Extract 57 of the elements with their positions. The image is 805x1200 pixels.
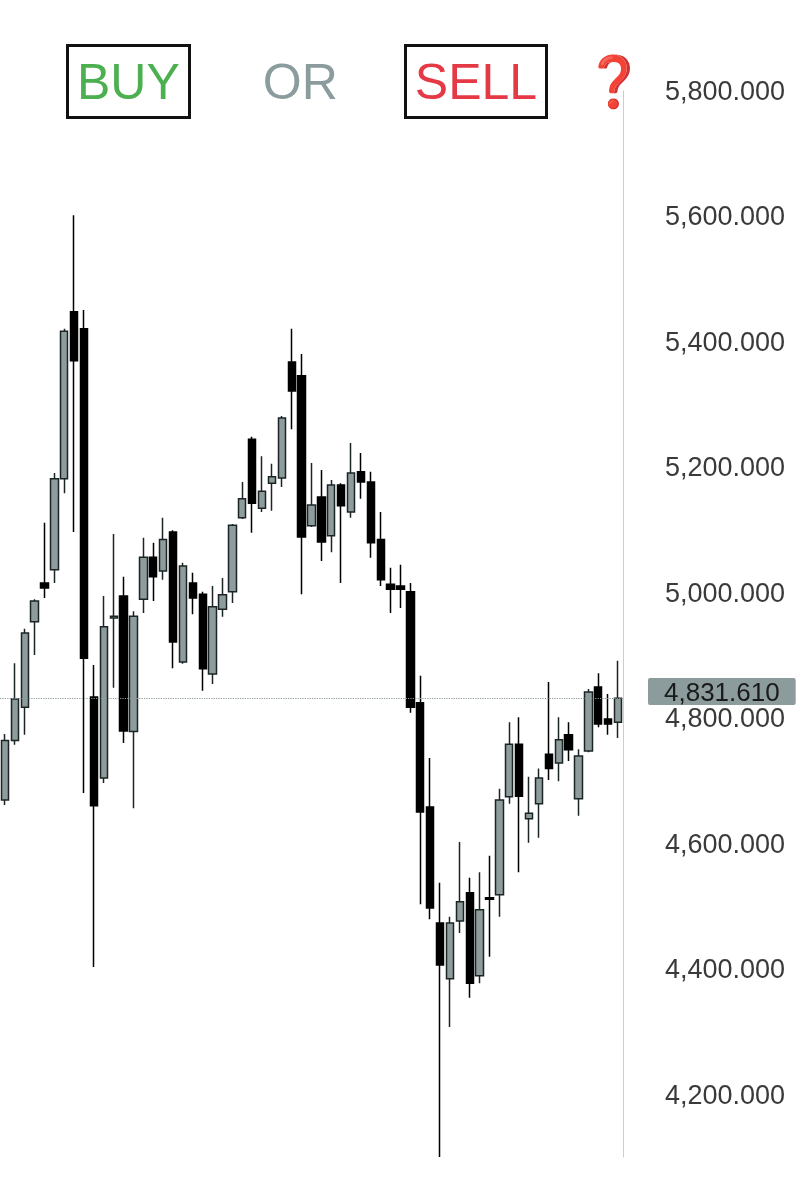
candlestick	[336, 482, 346, 584]
candlestick	[138, 536, 149, 614]
candlestick	[504, 721, 514, 805]
candlestick	[69, 214, 79, 533]
candlestick	[79, 309, 89, 794]
candlestick	[494, 787, 505, 918]
candlestick	[356, 452, 366, 500]
candlestick	[257, 455, 267, 513]
candlestick	[158, 516, 168, 581]
candlestick	[168, 529, 178, 669]
y-tick-label: 4,400.000	[665, 954, 786, 985]
candlestick	[227, 523, 238, 604]
candlestick	[524, 776, 534, 844]
candlestick	[474, 871, 485, 984]
candlestick	[445, 915, 455, 1028]
candlestick	[148, 542, 158, 602]
candlestick	[603, 693, 613, 736]
candlestick	[306, 462, 317, 528]
y-tick-label: 5,000.000	[665, 577, 786, 608]
y-tick-label: 5,400.000	[665, 326, 786, 357]
candlestick	[0, 733, 10, 806]
candlestick	[247, 435, 257, 534]
candlestick	[593, 672, 603, 728]
candlestick	[178, 562, 188, 665]
candlestick	[237, 481, 247, 520]
candlestick	[465, 877, 475, 999]
candlestick	[316, 469, 327, 562]
candlestick	[277, 415, 287, 488]
candlestick	[89, 664, 99, 968]
candlestick	[346, 442, 356, 519]
y-tick-label: 5,600.000	[665, 201, 786, 232]
candlestick	[554, 716, 564, 782]
candlestick	[534, 767, 544, 839]
candlestick	[109, 533, 119, 689]
candlestick	[455, 841, 465, 934]
y-tick-label: 5,800.000	[665, 76, 786, 106]
y-tick-label: 4,200.000	[665, 1079, 786, 1110]
candlestick	[188, 572, 198, 616]
candlestick	[118, 575, 129, 744]
candlestick	[514, 716, 524, 873]
ref-line-label: 4,831.610	[664, 676, 780, 707]
y-tick-label: 4,600.000	[665, 828, 786, 859]
candlestick	[267, 462, 277, 512]
candlestick	[435, 882, 445, 1158]
chart-title: BUY OR SELL ❓	[77, 52, 646, 111]
candlestick	[425, 757, 435, 920]
candlestick	[366, 471, 376, 559]
candlestick	[484, 855, 495, 958]
candlestick	[563, 721, 574, 762]
candlestick	[573, 748, 584, 817]
candlestick	[39, 521, 50, 599]
candlestick	[544, 681, 554, 781]
candlestick	[198, 590, 208, 692]
candlestick	[29, 598, 40, 656]
y-tick-label: 5,200.000	[665, 452, 786, 483]
candlestick	[376, 511, 386, 587]
candlestick	[326, 479, 336, 553]
